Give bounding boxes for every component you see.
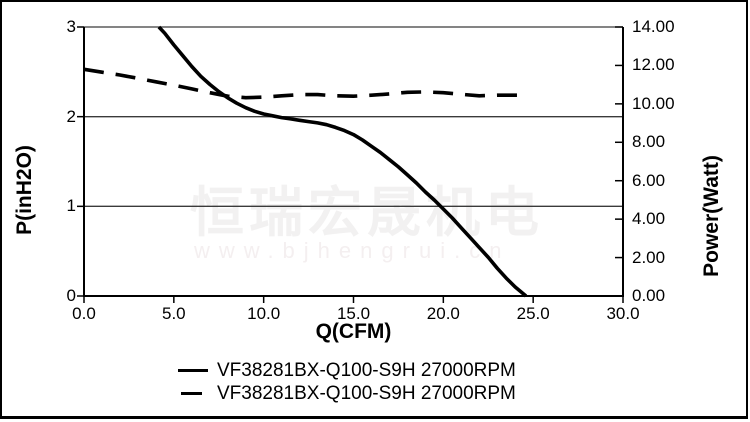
y-left-tick-label-0: 0 (66, 286, 76, 305)
watermark-url-text: www.bjhengrui.cn (194, 238, 511, 263)
x-tick-label-25.0: 25.0 (516, 304, 550, 323)
legend-marker-dashed-line-icon (181, 392, 202, 395)
curve-dashed-power (83, 67, 519, 100)
x-tick-label-30.0: 30.0 (606, 304, 640, 323)
y-right-tick-label-6.00: 6.00 (632, 170, 666, 190)
curve-solid-pressure (157, 25, 528, 298)
y-left-tick-label-1: 1 (66, 196, 76, 216)
x-tick-label-20.0: 20.0 (426, 304, 460, 323)
x-tick-label-5.0: 5.0 (162, 304, 186, 323)
y-right-tick-label-4.00: 4.00 (632, 209, 666, 229)
watermark-cjk-text: 恒瑞宏晟机电 (190, 183, 544, 243)
x-tick-label-10.0: 10.0 (247, 304, 281, 323)
y-left-tick-label-3: 3 (66, 17, 76, 36)
y-right-tick-label-0.00: 0.00 (632, 286, 666, 305)
y-right-axis-title: Power(Watt) (700, 155, 723, 277)
y-right-tick-label-8.00: 8.00 (632, 132, 666, 152)
x-tick-label-0.0: 0.0 (72, 304, 96, 323)
x-axis-title: Q(CFM) (315, 320, 392, 343)
y-left-tick-label-2: 2 (66, 106, 76, 126)
x-tick-label-15.0: 15.0 (336, 304, 371, 323)
y-right-tick-label-10.00: 10.00 (632, 93, 675, 113)
chart-legend: VF38281BX-Q100-S9H 27000RPM VF38281BX-Q10… (178, 359, 516, 405)
legend-marker-solid-line-icon (178, 369, 208, 372)
y-right-tick-label-12.00: 12.00 (632, 55, 675, 75)
legend-item-dashed: VF38281BX-Q100-S9H 27000RPM (178, 382, 516, 405)
legend-label: VF38281BX-Q100-S9H 27000RPM (217, 382, 516, 404)
legend-item-solid: VF38281BX-Q100-S9H 27000RPM (178, 359, 516, 382)
legend-label: VF38281BX-Q100-S9H 27000RPM (217, 359, 516, 381)
y-left-axis-title: P(inH2O) (13, 145, 36, 235)
y-right-tick-label-2.00: 2.00 (632, 247, 666, 267)
y-right-tick-label-14.00: 14.00 (632, 17, 675, 36)
